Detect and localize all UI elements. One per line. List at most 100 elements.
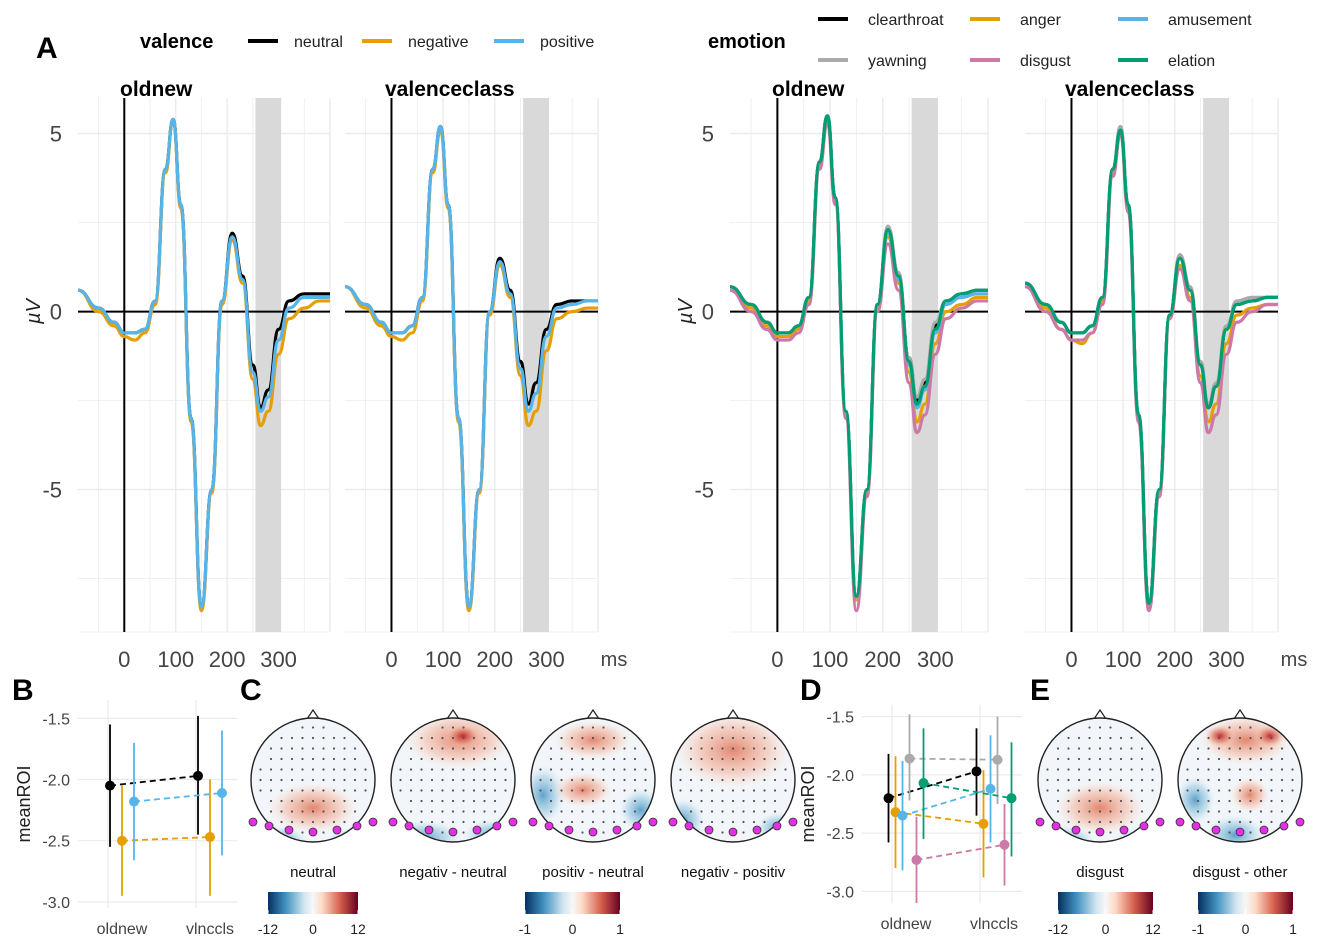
roi-point-yawning: [904, 753, 915, 764]
electrode: [1109, 736, 1112, 740]
electrode: [322, 831, 325, 834]
electrode: [1217, 747, 1221, 750]
electrode: [1249, 747, 1252, 750]
roi-electrode: [368, 817, 378, 827]
electrode: [763, 778, 766, 782]
roi-electrode: [1175, 817, 1185, 827]
electrode: [721, 778, 724, 782]
electrode: [322, 736, 325, 740]
electrode: [353, 747, 357, 750]
electrode: [742, 747, 745, 750]
electrode: [710, 789, 714, 792]
head-nose: [306, 708, 320, 720]
electrode: [1077, 810, 1081, 813]
electrode: [420, 768, 423, 771]
y-tick-label: -3.0: [42, 895, 70, 912]
electrode: [1238, 736, 1242, 740]
legend-emotion: emotion clearthroat anger amusement yawning…: [708, 12, 1252, 70]
analysis-window: [1203, 98, 1229, 632]
electrode: [731, 789, 735, 792]
roi-point-negative: [117, 835, 127, 846]
electrode: [591, 768, 595, 771]
electrode: [1151, 778, 1154, 782]
roi-electrode: [612, 825, 622, 835]
electrode: [602, 831, 605, 834]
electrode: [623, 799, 626, 803]
electrode: [633, 768, 637, 771]
electrode: [591, 757, 595, 761]
electrode: [1217, 810, 1221, 813]
electrode: [1109, 768, 1112, 771]
electrode: [752, 789, 756, 792]
electrode: [462, 799, 465, 803]
electrode: [280, 789, 283, 792]
electrode: [742, 726, 745, 729]
electrode: [773, 747, 777, 750]
roi-electrode: [1095, 827, 1105, 837]
electrode: [602, 778, 605, 782]
head-nose: [726, 708, 740, 720]
head-nose: [1093, 708, 1107, 720]
electrode: [602, 747, 605, 750]
electrode: [493, 757, 497, 761]
topomap-label: negativ - neutral: [399, 864, 507, 881]
electrode: [633, 747, 637, 750]
electrode: [280, 799, 283, 803]
electrode: [311, 757, 315, 761]
electrode: [700, 799, 703, 803]
electrode: [1067, 799, 1070, 803]
electrode: [420, 820, 423, 824]
electrode: [731, 799, 735, 803]
y-tick-label: -2.0: [826, 768, 854, 785]
electrode: [322, 789, 325, 792]
electrode: [1077, 757, 1081, 761]
electrode: [602, 736, 605, 740]
electrode: [420, 778, 423, 782]
topo-positive-region: [267, 782, 359, 834]
colorbar-gradient: [1058, 892, 1153, 914]
electrode: [280, 747, 283, 750]
electrode: [763, 820, 766, 824]
electrode: [462, 778, 465, 782]
electrode: [721, 831, 724, 834]
electrode: [301, 831, 304, 834]
electrode: [1196, 789, 1200, 792]
x-tick-label: vlnccls: [970, 916, 1018, 933]
colorbar-tick-label: -12: [258, 921, 278, 937]
topo-negative-region: [1205, 815, 1265, 842]
electrode: [612, 789, 616, 792]
electrode: [290, 810, 294, 813]
x-tick-label: oldnew: [881, 916, 932, 933]
electrode: [322, 820, 325, 824]
electrode: [1291, 768, 1294, 771]
electrode: [399, 768, 402, 771]
electrode: [560, 757, 563, 761]
colorbar-tick-label: 12: [350, 921, 366, 937]
electrode: [451, 778, 455, 782]
electrode: [1098, 768, 1102, 771]
electrode: [591, 799, 595, 803]
roi-connector-elation: [923, 782, 1012, 800]
electrode: [441, 810, 444, 813]
electrode: [1119, 810, 1123, 813]
electrode: [539, 768, 542, 771]
electrode: [633, 757, 637, 761]
electrode: [353, 768, 357, 771]
electrode: [1196, 747, 1200, 750]
electrode: [679, 768, 682, 771]
electrode: [1098, 736, 1102, 740]
electrode: [1130, 778, 1133, 782]
electrode: [1249, 799, 1252, 803]
electrode: [581, 778, 584, 782]
electrode: [721, 736, 724, 740]
electrode: [493, 768, 497, 771]
roi-point-disgust: [911, 854, 922, 865]
roi-electrode: [404, 821, 414, 831]
electrode: [731, 768, 735, 771]
electrode: [1077, 768, 1081, 771]
series-line-yawning: [1024, 124, 1278, 606]
electrode: [1259, 799, 1263, 803]
electrode: [462, 831, 465, 834]
electrode: [451, 810, 455, 813]
head-outline: [1177, 717, 1303, 843]
